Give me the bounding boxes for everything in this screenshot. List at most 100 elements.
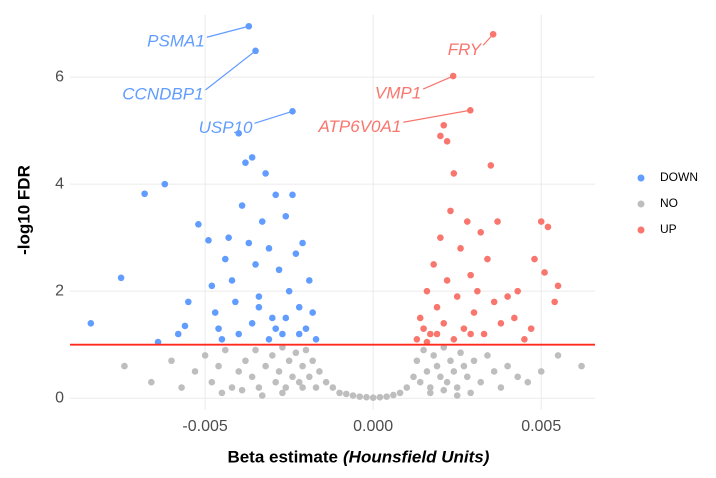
point bbox=[410, 373, 417, 381]
point bbox=[423, 338, 431, 346]
point bbox=[211, 309, 219, 316]
point bbox=[154, 338, 162, 346]
point bbox=[248, 319, 256, 327]
point bbox=[450, 336, 458, 343]
point bbox=[221, 346, 229, 354]
point bbox=[289, 373, 296, 381]
x-tick-label: 0.005 bbox=[521, 418, 561, 435]
point bbox=[511, 314, 518, 322]
point bbox=[248, 373, 256, 381]
point bbox=[309, 357, 316, 365]
point bbox=[255, 303, 263, 311]
point bbox=[262, 362, 269, 370]
point bbox=[121, 362, 128, 370]
point bbox=[440, 319, 448, 327]
point bbox=[272, 325, 279, 332]
point bbox=[285, 357, 293, 365]
point bbox=[238, 386, 246, 394]
point bbox=[245, 239, 253, 247]
annotation-leader bbox=[254, 110, 293, 124]
point bbox=[215, 325, 222, 332]
point bbox=[537, 218, 545, 225]
point bbox=[440, 121, 448, 129]
point bbox=[484, 255, 491, 263]
legend-key bbox=[637, 226, 645, 234]
point bbox=[376, 393, 384, 401]
point bbox=[470, 309, 478, 316]
point bbox=[322, 378, 330, 386]
point bbox=[269, 314, 276, 322]
point bbox=[390, 391, 397, 399]
point bbox=[467, 106, 474, 114]
point bbox=[504, 293, 511, 300]
annotation-leader bbox=[205, 50, 256, 91]
legend-label: NO bbox=[660, 196, 678, 210]
point bbox=[403, 384, 411, 391]
point bbox=[453, 392, 461, 399]
x-axis-label-unit: (Hounsfield Units) bbox=[343, 447, 490, 466]
point bbox=[258, 392, 266, 399]
point bbox=[312, 336, 320, 343]
point bbox=[289, 191, 296, 199]
point bbox=[117, 274, 125, 282]
point bbox=[141, 190, 148, 198]
point bbox=[383, 393, 390, 400]
point bbox=[423, 287, 431, 295]
point bbox=[208, 282, 216, 290]
point bbox=[279, 344, 286, 351]
point bbox=[467, 330, 474, 338]
point bbox=[208, 378, 216, 386]
point bbox=[487, 162, 495, 169]
point bbox=[453, 293, 461, 300]
point bbox=[312, 384, 320, 391]
point bbox=[329, 384, 337, 391]
point bbox=[302, 325, 310, 332]
point bbox=[201, 352, 209, 359]
point bbox=[443, 378, 451, 386]
point bbox=[463, 373, 471, 381]
point bbox=[420, 346, 427, 354]
point bbox=[228, 277, 236, 284]
point bbox=[306, 373, 313, 381]
legend-key bbox=[637, 200, 645, 208]
point bbox=[457, 349, 464, 357]
point bbox=[316, 368, 323, 375]
point bbox=[450, 368, 458, 375]
point bbox=[416, 314, 424, 322]
point bbox=[521, 336, 528, 343]
y-tick-label: 0 bbox=[55, 389, 64, 406]
point bbox=[537, 368, 545, 375]
point bbox=[430, 352, 437, 359]
point bbox=[191, 368, 199, 375]
point bbox=[275, 266, 283, 274]
point bbox=[242, 357, 249, 365]
point bbox=[148, 378, 155, 386]
point bbox=[225, 234, 232, 241]
point bbox=[524, 378, 532, 386]
point bbox=[228, 384, 236, 391]
point bbox=[252, 346, 259, 354]
point bbox=[453, 384, 461, 391]
legend-label: DOWN bbox=[660, 170, 698, 184]
point bbox=[467, 271, 474, 279]
point bbox=[531, 255, 538, 263]
point bbox=[255, 293, 263, 300]
point bbox=[433, 330, 441, 338]
point bbox=[218, 336, 226, 343]
point bbox=[218, 389, 226, 397]
point bbox=[427, 389, 434, 397]
point bbox=[416, 378, 424, 386]
point bbox=[460, 362, 468, 370]
point bbox=[342, 390, 350, 398]
point bbox=[265, 336, 273, 343]
point bbox=[449, 72, 457, 80]
point bbox=[221, 255, 229, 263]
point bbox=[174, 330, 182, 338]
point bbox=[195, 220, 202, 228]
legend-key bbox=[637, 174, 645, 182]
annotation: CCNDBP1 bbox=[122, 84, 203, 103]
x-tick-label: 0.000 bbox=[353, 418, 393, 435]
point bbox=[544, 223, 552, 231]
point bbox=[527, 325, 535, 332]
point bbox=[477, 378, 485, 386]
